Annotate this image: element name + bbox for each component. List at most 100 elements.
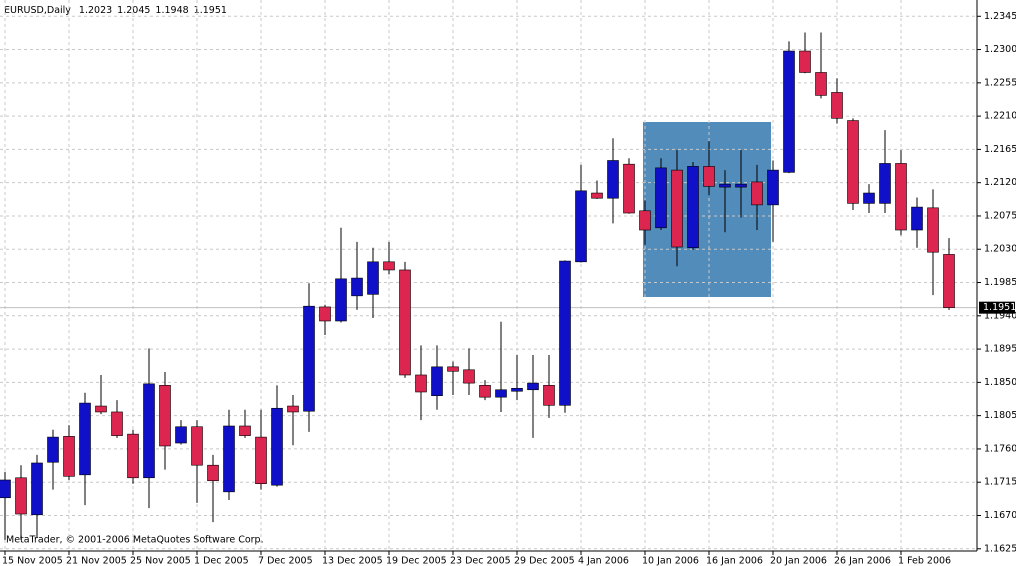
candle-body xyxy=(671,169,683,248)
y-tick-label: 1.1985 xyxy=(984,277,1016,288)
x-tick-label: 21 Nov 2005 xyxy=(66,556,127,566)
candle-body xyxy=(175,426,187,444)
y-tick-label: 1.1895 xyxy=(984,344,1016,355)
candle-body xyxy=(367,261,379,295)
candle-body xyxy=(815,72,827,96)
candle-body xyxy=(431,366,443,396)
candle-body xyxy=(495,389,507,398)
candle-body xyxy=(943,254,955,308)
current-price-label: 1.1951 xyxy=(983,302,1016,313)
y-tick-label: 1.1805 xyxy=(984,410,1016,421)
ohlc-low: 1.1948 xyxy=(155,5,188,16)
candle-body xyxy=(63,436,75,477)
y-tick-label: 1.2030 xyxy=(984,244,1016,255)
candle-body xyxy=(863,192,875,204)
candle-body xyxy=(191,426,203,466)
candle-body xyxy=(783,50,795,173)
y-tick-label: 1.2255 xyxy=(984,77,1016,88)
ohlc-close: 1.1951 xyxy=(194,5,227,16)
candle-body xyxy=(383,261,395,271)
chart-header: EURUSD,Daily 1.2023 1.2045 1.1948 1.1951 xyxy=(4,5,227,16)
x-tick-label: 26 Jan 2006 xyxy=(834,556,891,566)
candle-body xyxy=(831,92,843,119)
candle-body xyxy=(527,382,539,391)
candle-body xyxy=(591,192,603,199)
candle-body xyxy=(639,210,651,231)
candle-body xyxy=(303,305,315,412)
x-tick-label: 7 Dec 2005 xyxy=(258,556,313,566)
x-tick-label: 20 Jan 2006 xyxy=(770,556,827,566)
candle-body xyxy=(463,369,475,384)
candle-body xyxy=(47,436,59,463)
y-tick-label: 1.1850 xyxy=(984,377,1016,388)
y-tick-label: 1.1940 xyxy=(984,310,1016,321)
candle-body xyxy=(79,402,91,476)
y-tick-label: 1.2165 xyxy=(984,144,1016,155)
symbol: EURUSD,Daily xyxy=(4,5,71,16)
candle-body xyxy=(223,425,235,493)
x-tick-label: 15 Nov 2005 xyxy=(2,556,63,566)
y-tick-label: 1.1715 xyxy=(984,477,1016,488)
candle-body xyxy=(31,462,43,516)
y-tick-label: 1.2075 xyxy=(984,210,1016,221)
candle-body xyxy=(879,163,891,204)
candle-body xyxy=(687,166,699,249)
candle-body xyxy=(255,436,267,484)
candle-body xyxy=(479,385,491,398)
copyright: MetaTrader, © 2001-2006 MetaQuotes Softw… xyxy=(6,535,264,546)
y-tick-label: 1.2345 xyxy=(984,11,1016,22)
candle-body xyxy=(239,425,251,436)
x-tick-label: 25 Nov 2005 xyxy=(130,556,191,566)
candle-body xyxy=(351,277,363,297)
y-tick-label: 1.1670 xyxy=(984,510,1016,521)
y-tick-label: 1.2300 xyxy=(984,44,1016,55)
candle-body xyxy=(95,405,107,413)
y-tick-label: 1.2120 xyxy=(984,177,1016,188)
candle-body xyxy=(735,183,747,188)
x-tick-label: 1 Feb 2006 xyxy=(898,556,951,566)
current-price-box xyxy=(979,301,1015,314)
candle-body xyxy=(15,477,27,515)
ohlc-open: 1.2023 xyxy=(79,5,112,16)
candle-body xyxy=(751,181,763,206)
candle-body xyxy=(543,385,555,406)
candle-body xyxy=(895,163,907,231)
candle-body xyxy=(703,166,715,187)
candle-body xyxy=(911,206,923,231)
candle-body xyxy=(655,167,667,229)
candle-body xyxy=(127,433,139,479)
candle-body xyxy=(415,374,427,393)
y-tick-label: 1.1760 xyxy=(984,443,1016,454)
candle-body xyxy=(271,407,283,486)
candle-body xyxy=(607,160,619,199)
y-tick-label: 1.2210 xyxy=(984,111,1016,122)
x-tick-label: 4 Jan 2006 xyxy=(578,556,629,566)
candle-body xyxy=(207,464,219,482)
candle-body xyxy=(447,366,459,372)
candle-body xyxy=(575,190,587,263)
ohlc-high: 1.2045 xyxy=(117,5,150,16)
candle-body xyxy=(511,387,523,392)
candle-body xyxy=(319,306,331,322)
x-tick-label: 23 Dec 2005 xyxy=(450,556,511,566)
candle-body xyxy=(143,383,155,479)
x-tick-label: 19 Dec 2005 xyxy=(386,556,447,566)
candle-body xyxy=(799,50,811,73)
y-tick-label: 1.1625 xyxy=(984,543,1016,554)
candle-body xyxy=(111,411,123,436)
x-tick-label: 1 Dec 2005 xyxy=(194,556,249,566)
candle-body xyxy=(767,169,779,206)
x-tick-label: 13 Dec 2005 xyxy=(322,556,383,566)
candle-body xyxy=(0,479,11,499)
candle-body xyxy=(719,183,731,188)
x-tick-label: 10 Jan 2006 xyxy=(642,556,699,566)
candle-body xyxy=(847,120,859,204)
candle-body xyxy=(399,269,411,376)
candle-body xyxy=(335,278,347,322)
candle-body xyxy=(559,260,571,406)
x-tick-label: 16 Jan 2006 xyxy=(706,556,763,566)
x-tick-label: 29 Dec 2005 xyxy=(514,556,575,566)
candle-body xyxy=(159,385,171,447)
candle-body xyxy=(927,207,939,253)
